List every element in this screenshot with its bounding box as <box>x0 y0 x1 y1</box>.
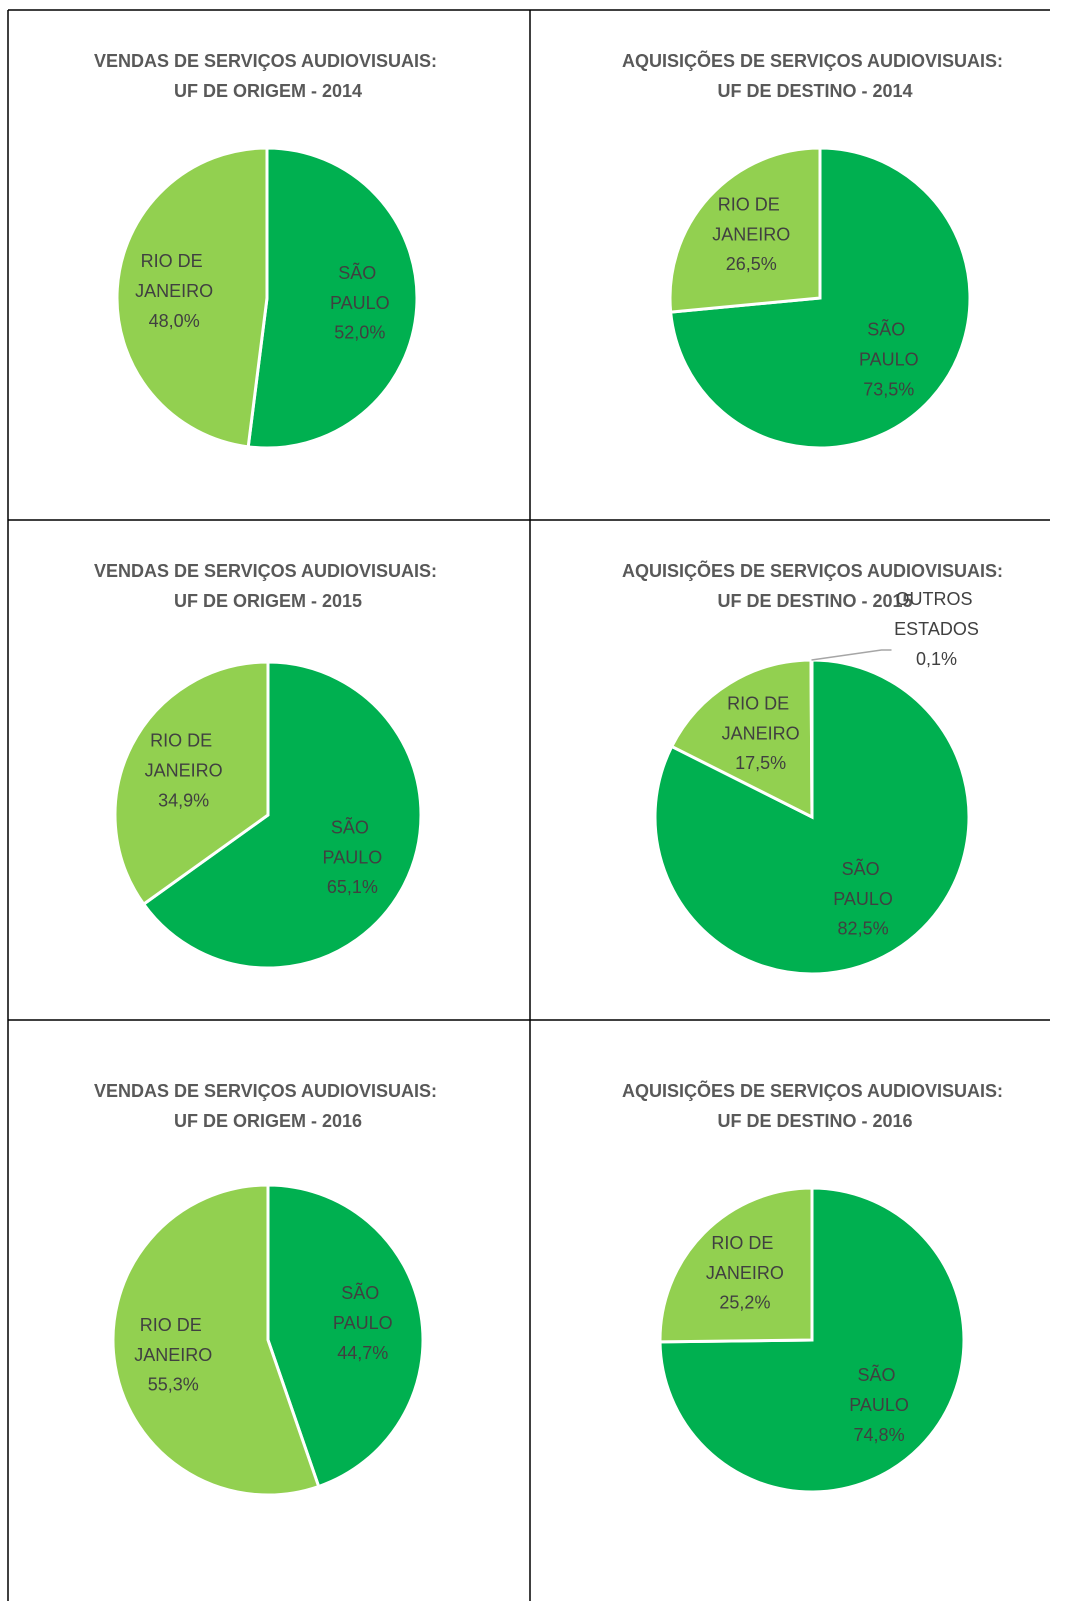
chart-title: VENDAS DE SERVIÇOS AUDIOVISUAIS: UF DE O… <box>94 561 442 611</box>
slice-label: RIO DE JANEIRO <box>135 251 213 301</box>
pie-slice <box>658 1186 966 1494</box>
slice-label: RIO DE JANEIRO <box>134 1315 212 1365</box>
chart-title: AQUISIÇÕES DE SERVIÇOS AUDIOVISUAIS: UF … <box>622 560 1008 611</box>
value-label: 0,1% <box>916 649 957 669</box>
pie-slice <box>658 1186 814 1344</box>
pie-slice <box>669 658 814 820</box>
slice-label: SÃO PAULO <box>330 262 390 313</box>
slice-label: SÃO PAULO <box>833 858 893 909</box>
value-label: 17,5% <box>735 753 786 773</box>
value-label: 52,0% <box>334 323 385 343</box>
value-label: 65,1% <box>327 877 378 897</box>
slice-label: SÃO PAULO <box>849 1364 909 1415</box>
slice-label: OUTROS ESTADOS <box>894 589 979 639</box>
value-label: 73,5% <box>863 379 914 399</box>
chart-title: VENDAS DE SERVIÇOS AUDIOVISUAIS: UF DE O… <box>94 51 442 101</box>
leader-line <box>811 649 892 661</box>
pie-slice <box>809 658 814 818</box>
value-label: 44,7% <box>337 1343 388 1363</box>
chart-title: VENDAS DE SERVIÇOS AUDIOVISUAIS: UF DE O… <box>94 1081 442 1131</box>
pie-slice <box>668 146 822 314</box>
pie-slice <box>246 146 419 450</box>
value-label: 26,5% <box>726 254 777 274</box>
pie-slice <box>111 1183 321 1497</box>
value-label: 82,5% <box>838 919 889 939</box>
slice-label: RIO DE JANEIRO <box>706 1233 784 1283</box>
pie-slice <box>653 658 971 976</box>
value-label: 25,2% <box>719 1293 770 1313</box>
pie-slice <box>141 660 423 970</box>
table-borders <box>7 9 1050 1601</box>
value-label: 48,0% <box>149 311 200 331</box>
value-label: 55,3% <box>148 1375 199 1395</box>
slice-label: SÃO PAULO <box>323 816 383 867</box>
chart-title: AQUISIÇÕES DE SERVIÇOS AUDIOVISUAIS: UF … <box>622 50 1008 101</box>
pie-slice <box>115 146 269 449</box>
slice-label: RIO DE JANEIRO <box>722 693 800 743</box>
slice-label: SÃO PAULO <box>333 1282 393 1333</box>
value-label: 74,8% <box>854 1425 905 1445</box>
slice-label: RIO DE JANEIRO <box>145 730 223 780</box>
pie-slice <box>266 1183 425 1489</box>
slice-label: RIO DE JANEIRO <box>712 194 790 244</box>
value-label: 34,9% <box>158 790 209 810</box>
slice-label: SÃO PAULO <box>859 318 919 369</box>
pie-slice <box>113 660 270 907</box>
chart-title: AQUISIÇÕES DE SERVIÇOS AUDIOVISUAIS: UF … <box>622 1080 1008 1131</box>
